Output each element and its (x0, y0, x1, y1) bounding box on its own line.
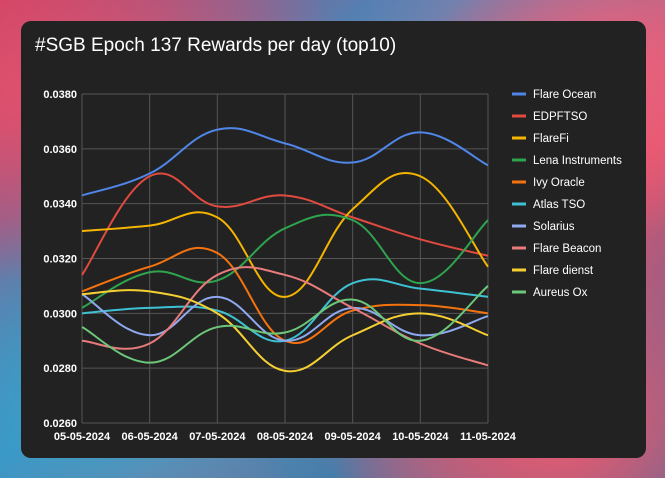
legend-swatch (512, 202, 526, 206)
series-line-edpftso (81, 172, 489, 276)
series-line-flare-dienst (81, 289, 489, 373)
legend-swatch (512, 158, 526, 162)
legend-item-atlas-tso[interactable]: Atlas TSO (512, 199, 585, 211)
legend-swatch (512, 180, 526, 184)
series-line-ivy-oracle (81, 246, 489, 344)
series-line-flarefi (81, 171, 489, 298)
legend-swatch (512, 224, 526, 228)
legend-item-flarefi[interactable]: FlareFi (512, 133, 569, 145)
legend-swatch (512, 136, 526, 140)
series-line-flare-ocean (81, 127, 489, 197)
legend-swatch (512, 114, 526, 118)
x-tick-label: 11-05-2024 (460, 431, 517, 443)
legend-label: Atlas TSO (533, 199, 585, 211)
legend-swatch (512, 92, 526, 96)
legend-swatch (512, 246, 526, 250)
x-tick-label: 07-05-2024 (189, 431, 246, 443)
x-tick-label: 05-05-2024 (54, 431, 111, 443)
line-chart: 0.0260 0.0280 0.0300 0.0320 0.0340 0.0360 0.03… (43, 89, 622, 443)
x-tick-label: 09-05-2024 (325, 431, 382, 443)
legend-label: EDPFTSO (533, 111, 587, 123)
y-tick-label: 0.0300 (43, 308, 77, 320)
legend-item-aureus-ox[interactable]: Aureus Ox (512, 287, 588, 299)
legend-label: Lena Instruments (533, 155, 622, 167)
legend-label: Flare dienst (533, 265, 594, 277)
series-line-lena-instruments (81, 213, 489, 309)
legend-item-lena-instruments[interactable]: Lena Instruments (512, 155, 622, 167)
x-tick-label: 06-05-2024 (122, 431, 179, 443)
legend-label: FlareFi (533, 133, 569, 145)
y-tick-label: 0.0340 (43, 199, 77, 211)
chart-card: #SGB Epoch 137 Rewards per day (top10) 0… (21, 21, 646, 458)
x-tick-label: 08-05-2024 (257, 431, 314, 443)
legend-label: Solarius (533, 221, 575, 233)
y-tick-label: 0.0280 (43, 363, 77, 375)
legend-swatch (512, 290, 526, 294)
legend-swatch (512, 268, 526, 272)
legend-item-solarius[interactable]: Solarius (512, 221, 575, 233)
chart-title: #SGB Epoch 137 Rewards per day (top10) (35, 35, 397, 56)
series-line-solarius (81, 293, 489, 342)
legend-label: Flare Ocean (533, 89, 596, 101)
x-tick-label: 10-05-2024 (392, 431, 449, 443)
y-tick-label: 0.0260 (43, 418, 77, 430)
legend-item-flare-beacon[interactable]: Flare Beacon (512, 243, 601, 255)
legend-item-flare-dienst[interactable]: Flare dienst (512, 265, 594, 277)
series-line-aureus-ox (81, 285, 489, 364)
legend-item-flare-ocean[interactable]: Flare Ocean (512, 89, 596, 101)
legend-label: Flare Beacon (533, 243, 601, 255)
legend-item-ivy-oracle[interactable]: Ivy Oracle (512, 177, 585, 189)
y-tick-label: 0.0380 (43, 89, 77, 101)
y-tick-label: 0.0360 (43, 144, 77, 156)
legend-item-edpftso[interactable]: EDPFTSO (512, 111, 587, 123)
legend-label: Ivy Oracle (533, 177, 585, 189)
legend-label: Aureus Ox (533, 287, 588, 299)
y-tick-label: 0.0320 (43, 254, 77, 266)
series-line-flare-beacon (81, 266, 489, 367)
